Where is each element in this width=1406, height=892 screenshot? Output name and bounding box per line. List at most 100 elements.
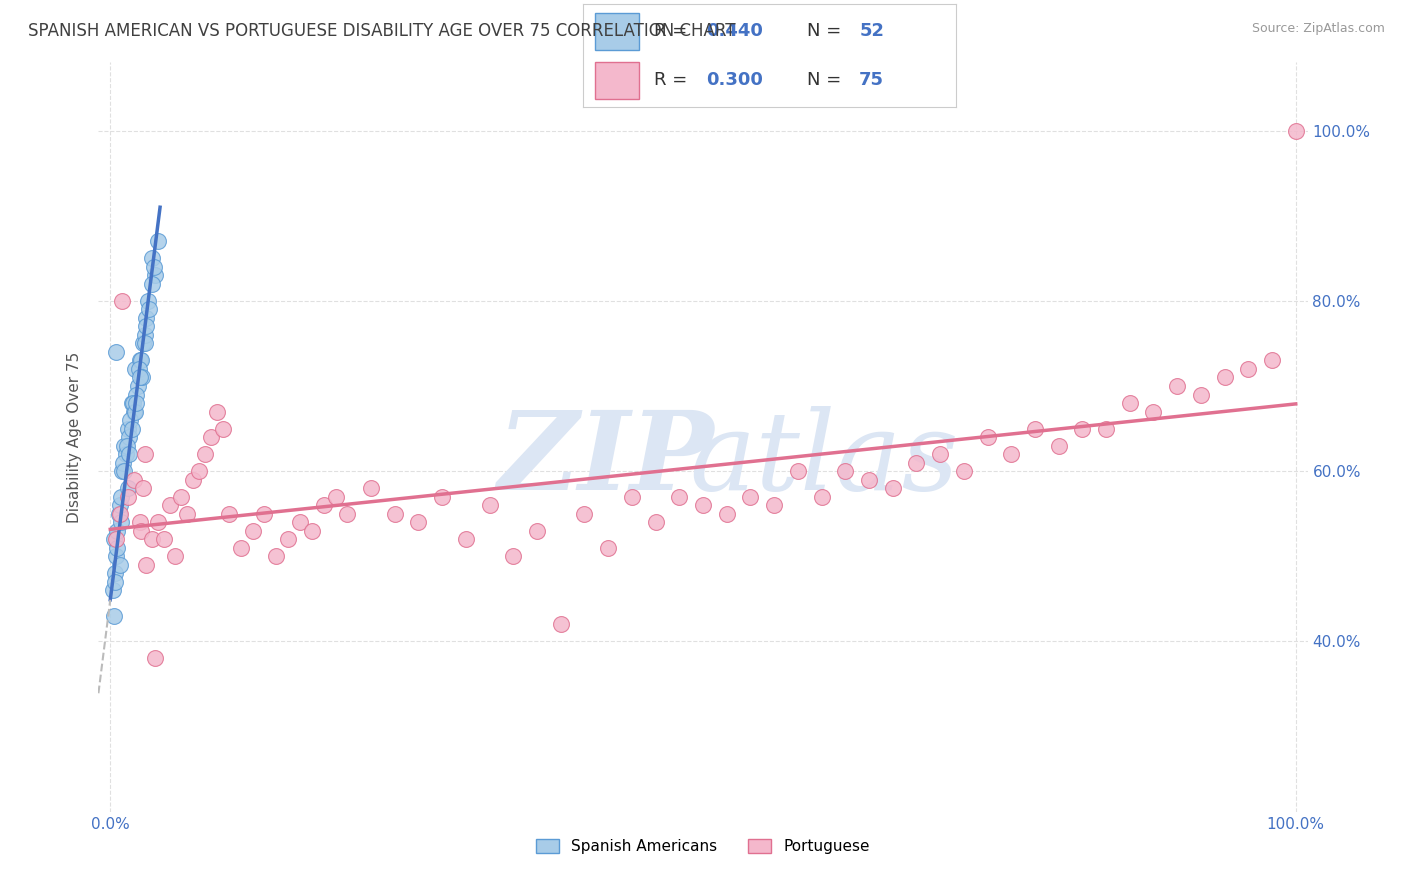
Text: Source: ZipAtlas.com: Source: ZipAtlas.com: [1251, 22, 1385, 36]
Point: [131, 370, 153, 384]
Point: [100, 889, 122, 892]
Point: [526, 524, 548, 538]
Point: [336, 507, 359, 521]
Point: [1071, 421, 1094, 435]
Point: [117, 481, 139, 495]
Point: [117, 490, 139, 504]
Point: [121, 396, 143, 410]
Point: [1285, 123, 1308, 137]
Point: [117, 421, 139, 435]
Point: [146, 515, 169, 529]
Text: N =: N =: [807, 71, 846, 89]
Point: [1213, 370, 1236, 384]
Point: [1166, 379, 1188, 393]
Point: [644, 515, 666, 529]
Text: R =: R =: [654, 71, 693, 89]
Point: [105, 345, 128, 359]
Point: [127, 379, 149, 393]
Text: 75: 75: [859, 71, 884, 89]
Point: [124, 362, 146, 376]
Point: [1261, 353, 1284, 368]
Point: [146, 234, 169, 248]
Point: [384, 507, 406, 521]
Point: [134, 327, 156, 342]
Point: [129, 524, 152, 538]
Point: [288, 515, 311, 529]
Text: SPANISH AMERICAN VS PORTUGUESE DISABILITY AGE OVER 75 CORRELATION CHART: SPANISH AMERICAN VS PORTUGUESE DISABILIT…: [28, 22, 735, 40]
Point: [110, 515, 132, 529]
Point: [763, 498, 786, 512]
Point: [105, 533, 128, 547]
Point: [129, 515, 152, 529]
Point: [858, 473, 880, 487]
Point: [194, 447, 217, 461]
Point: [1000, 447, 1022, 461]
Point: [1095, 421, 1118, 435]
Point: [976, 430, 998, 444]
Point: [129, 353, 152, 368]
Point: [104, 574, 127, 589]
Point: [114, 439, 136, 453]
Text: 52: 52: [859, 22, 884, 40]
Point: [143, 651, 166, 665]
Point: [105, 541, 128, 555]
Point: [170, 490, 193, 504]
Point: [111, 464, 134, 478]
Point: [929, 447, 952, 461]
Point: [108, 507, 131, 521]
Point: [212, 421, 235, 435]
Point: [432, 490, 454, 504]
Point: [125, 387, 148, 401]
Point: [408, 515, 430, 529]
Point: [786, 464, 808, 478]
Text: 0.300: 0.300: [706, 71, 763, 89]
Point: [108, 558, 131, 572]
Point: [101, 583, 124, 598]
Point: [118, 447, 141, 461]
Point: [200, 430, 222, 444]
Point: [1189, 387, 1212, 401]
Point: [135, 310, 157, 325]
Legend: Spanish Americans, Portuguese: Spanish Americans, Portuguese: [530, 833, 876, 860]
Point: [905, 456, 928, 470]
Point: [138, 302, 160, 317]
Point: [124, 404, 146, 418]
Point: [129, 370, 152, 384]
Point: [105, 549, 128, 564]
Point: [1119, 396, 1142, 410]
Point: [264, 549, 287, 564]
Point: [104, 566, 127, 581]
Point: [141, 277, 163, 291]
Point: [114, 447, 136, 461]
Point: [152, 533, 174, 547]
Point: [159, 498, 181, 512]
Point: [716, 507, 738, 521]
Point: [135, 558, 157, 572]
Point: [136, 293, 159, 308]
Point: [105, 524, 128, 538]
Point: [360, 481, 382, 495]
Point: [165, 549, 187, 564]
Text: atlas: atlas: [689, 406, 959, 513]
Y-axis label: Disability Age Over 75: Disability Age Over 75: [67, 351, 83, 523]
Point: [668, 490, 690, 504]
Point: [620, 490, 643, 504]
Point: [121, 396, 143, 410]
Point: [478, 498, 501, 512]
Point: [110, 490, 132, 504]
Point: [188, 464, 211, 478]
Point: [598, 541, 620, 555]
Text: N =: N =: [807, 22, 846, 40]
Point: [108, 498, 131, 512]
Point: [143, 268, 166, 283]
Point: [132, 336, 155, 351]
Point: [253, 507, 276, 521]
Point: [882, 481, 904, 495]
Point: [810, 490, 832, 504]
Point: [112, 456, 135, 470]
Point: [122, 404, 145, 418]
Point: [229, 541, 252, 555]
Point: [277, 533, 299, 547]
Point: [692, 498, 714, 512]
Point: [143, 260, 166, 274]
